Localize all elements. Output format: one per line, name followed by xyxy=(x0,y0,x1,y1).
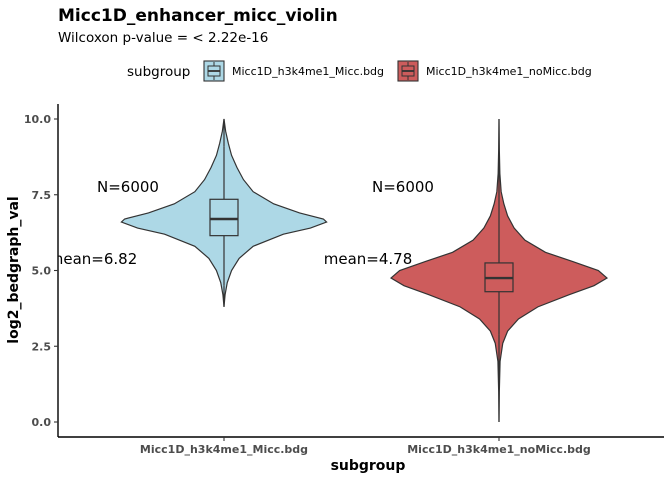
x-tick-label: Micc1D_h3k4me1_Micc.bdg xyxy=(140,443,308,456)
series-1-n-label: N=6000 xyxy=(97,178,159,196)
chart-title: Micc1D_enhancer_micc_violin xyxy=(58,6,338,26)
y-tick-label: 10.0 xyxy=(24,113,51,126)
chart-subtitle: Wilcoxon p-value = < 2.22e-16 xyxy=(58,30,268,46)
legend-title: subgroup xyxy=(127,64,190,80)
legend-label-1: Micc1D_h3k4me1_Micc.bdg xyxy=(232,65,384,78)
y-tick-label: 5.0 xyxy=(32,265,52,278)
series-1-box xyxy=(209,198,239,237)
legend: subgroup Micc1D_h3k4me1_Micc.bdg Micc1D_h… xyxy=(127,60,592,82)
y-tick-label: 7.5 xyxy=(32,189,52,202)
series-1-mean-label: mean=6.82 xyxy=(49,250,138,268)
series-2-mean-label: mean=4.78 xyxy=(324,250,413,268)
x-axis-ticks: Micc1D_h3k4me1_Micc.bdg Micc1D_h3k4me1_no… xyxy=(140,437,591,456)
x-axis-title: subgroup xyxy=(331,458,406,474)
legend-label-2: Micc1D_h3k4me1_noMicc.bdg xyxy=(426,65,592,78)
x-tick-label: Micc1D_h3k4me1_noMicc.bdg xyxy=(407,443,591,456)
legend-items: Micc1D_h3k4me1_Micc.bdg Micc1D_h3k4me1_no… xyxy=(203,60,592,82)
y-axis-title: log2_bedgraph_val xyxy=(6,196,22,343)
plot-panel: N=6000 mean=6.82 N=6000 mean=4.78 xyxy=(49,118,609,423)
y-tick-label: 2.5 xyxy=(32,340,52,353)
y-axis-ticks: 0.0 2.5 5.0 7.5 10.0 xyxy=(24,113,58,429)
y-tick-label: 0.0 xyxy=(32,416,52,429)
series-2-n-label: N=6000 xyxy=(372,178,434,196)
